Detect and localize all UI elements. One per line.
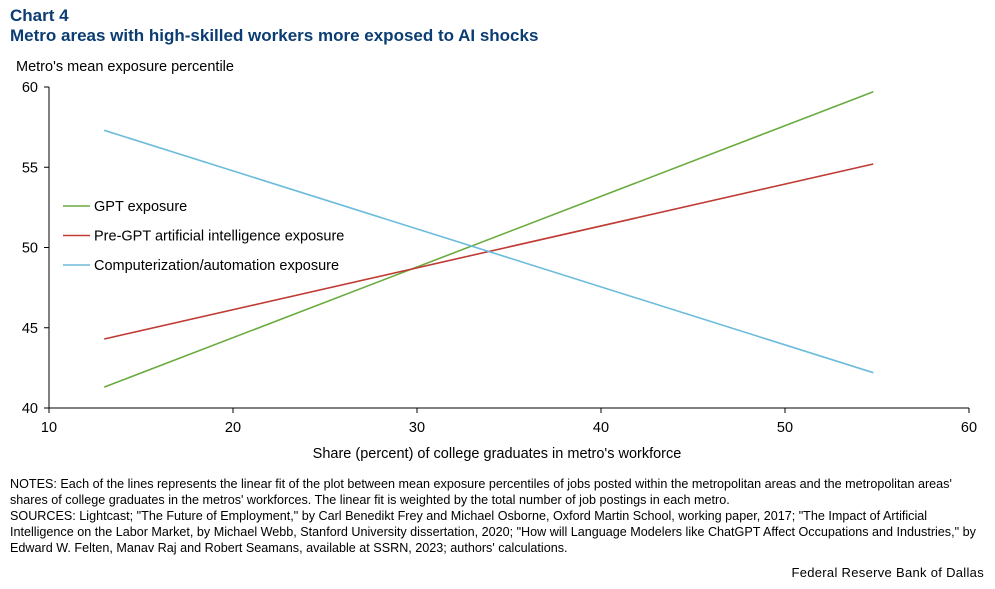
y-tick-label: 50 [22,241,38,257]
y-tick-label: 55 [22,160,38,176]
legend-label-3: Computerization/automation exposure [94,258,339,274]
x-tick-label: 20 [225,420,241,436]
chart-title: Metro areas with high-skilled workers mo… [10,26,539,45]
notes-block: NOTES: Each of the lines represents the … [10,476,988,556]
x-tick-label: 30 [409,420,425,436]
legend-label-1: GPT exposure [94,199,187,215]
series-lines [103,91,874,388]
y-tick-label: 60 [22,80,38,96]
sources-text: SOURCES: Lightcast; "The Future of Emplo… [10,509,976,555]
legend: GPT exposure Pre-GPT artificial intellige… [63,199,344,274]
chart-number-label: Chart 4 [10,6,69,25]
y-tick-label: 40 [22,401,38,417]
series-line-3 [103,129,874,374]
x-tick-label: 10 [41,420,57,436]
x-tick-label: 40 [593,420,609,436]
x-tick-label: 60 [961,420,977,436]
line-chart: Metro's mean exposure percentile 40 45 50 5… [16,59,977,462]
y-axis-label: Metro's mean exposure percentile [16,59,234,75]
notes-text: NOTES: Each of the lines represents the … [10,477,952,507]
x-tick-label: 50 [777,420,793,436]
source-credit: Federal Reserve Bank of Dallas [791,565,984,580]
x-axis-label: Share (percent) of college graduates in … [313,446,682,462]
legend-label-2: Pre-GPT artificial intelligence exposure [94,229,344,245]
y-tick-label: 45 [22,321,38,337]
series-line-1 [103,91,874,388]
axes: 40 45 50 55 60 10 20 30 40 50 60 [22,80,977,436]
